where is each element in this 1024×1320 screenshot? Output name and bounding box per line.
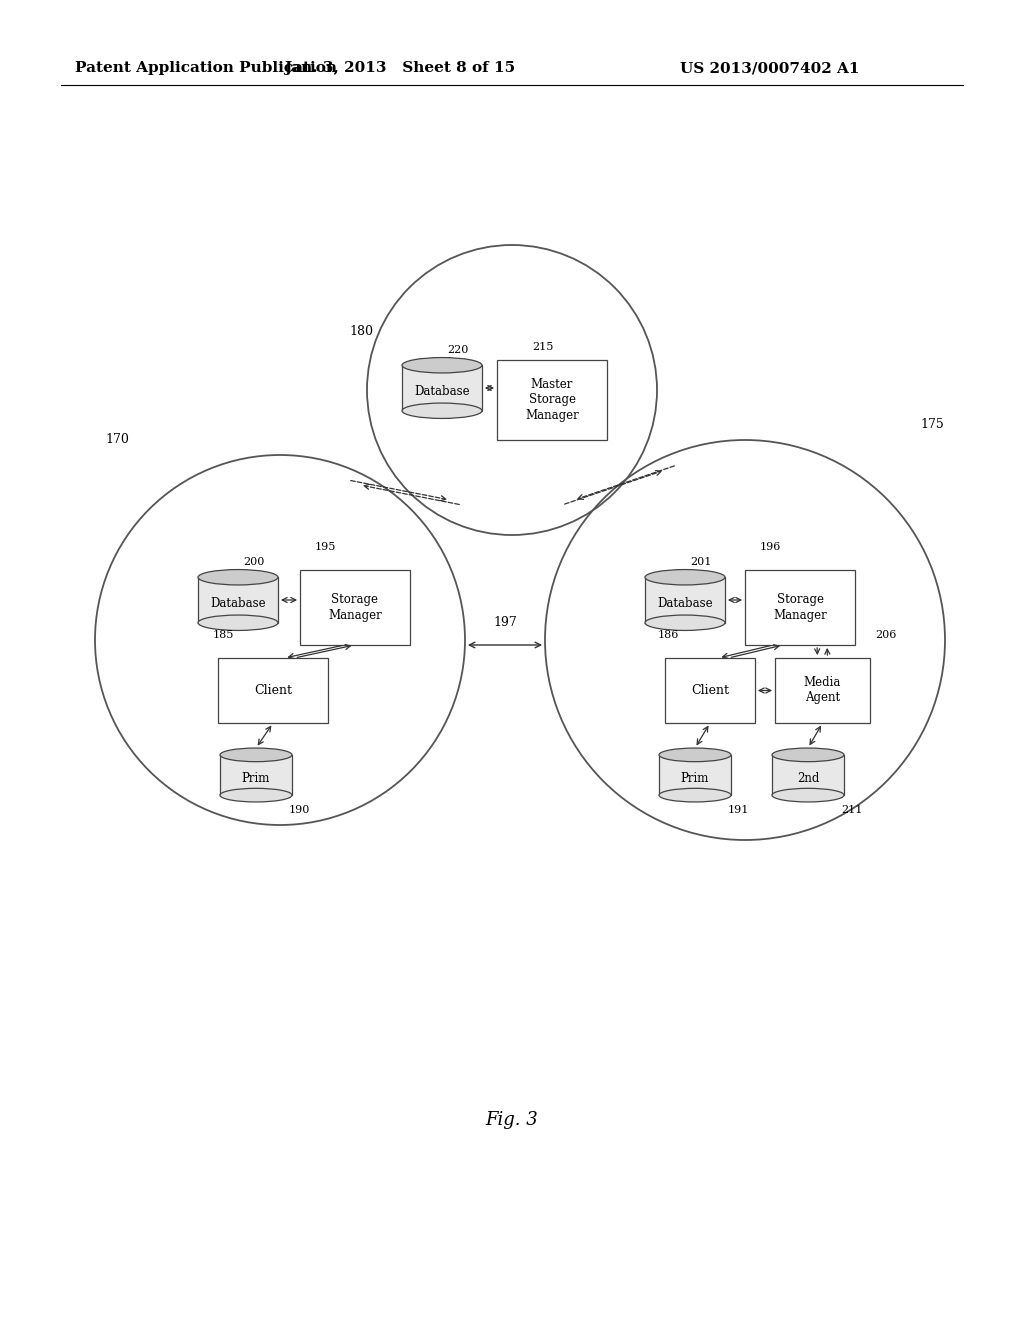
Text: 190: 190 — [289, 805, 310, 814]
Ellipse shape — [198, 569, 278, 585]
Text: Fig. 3: Fig. 3 — [485, 1111, 539, 1129]
Ellipse shape — [659, 748, 731, 762]
Text: 211: 211 — [841, 805, 862, 814]
Text: Database: Database — [414, 385, 470, 399]
Text: 180: 180 — [349, 325, 373, 338]
Bar — [665, 657, 755, 723]
Bar — [772, 755, 844, 795]
Bar — [745, 570, 855, 645]
Bar — [402, 366, 482, 411]
Ellipse shape — [220, 748, 292, 762]
Bar — [659, 755, 731, 795]
Text: Media
Agent: Media Agent — [804, 676, 841, 705]
Text: Storage
Manager: Storage Manager — [328, 594, 382, 622]
Text: 185: 185 — [213, 630, 234, 640]
Text: 197: 197 — [494, 616, 517, 630]
Text: Patent Application Publication: Patent Application Publication — [75, 61, 337, 75]
Ellipse shape — [645, 569, 725, 585]
Text: 220: 220 — [447, 345, 468, 355]
Text: 206: 206 — [874, 630, 896, 640]
Text: 201: 201 — [690, 557, 712, 568]
Ellipse shape — [645, 615, 725, 631]
Text: Database: Database — [210, 597, 266, 610]
Bar — [497, 360, 607, 440]
Text: 195: 195 — [315, 543, 336, 552]
Text: Database: Database — [657, 597, 713, 610]
Ellipse shape — [402, 358, 482, 374]
Text: 215: 215 — [532, 342, 553, 352]
Bar — [198, 577, 278, 623]
Bar — [220, 755, 292, 795]
Text: 200: 200 — [243, 557, 264, 568]
Text: Client: Client — [254, 684, 292, 697]
Text: Storage
Manager: Storage Manager — [773, 594, 826, 622]
Text: Master
Storage
Manager: Master Storage Manager — [525, 379, 579, 421]
Bar — [645, 577, 725, 623]
Text: 2nd: 2nd — [797, 772, 819, 784]
Text: Prim: Prim — [242, 772, 270, 784]
Text: 196: 196 — [760, 543, 781, 552]
Text: Prim: Prim — [681, 772, 710, 784]
Bar — [218, 657, 328, 723]
Text: 175: 175 — [920, 418, 944, 432]
Ellipse shape — [198, 615, 278, 631]
Text: 186: 186 — [658, 630, 679, 640]
Ellipse shape — [772, 788, 844, 803]
Ellipse shape — [402, 403, 482, 418]
Text: US 2013/0007402 A1: US 2013/0007402 A1 — [681, 61, 860, 75]
Ellipse shape — [772, 748, 844, 762]
Bar — [300, 570, 410, 645]
Bar — [775, 657, 870, 723]
Text: Jan. 3, 2013   Sheet 8 of 15: Jan. 3, 2013 Sheet 8 of 15 — [285, 61, 515, 75]
Ellipse shape — [659, 788, 731, 803]
Text: 191: 191 — [728, 805, 750, 814]
Text: 170: 170 — [105, 433, 129, 446]
Text: Client: Client — [691, 684, 729, 697]
Ellipse shape — [220, 788, 292, 803]
